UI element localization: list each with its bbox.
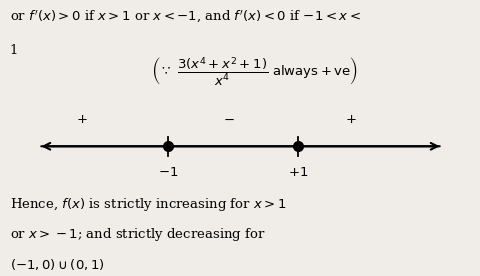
Text: $+$: $+$	[76, 113, 87, 126]
Text: or $x > -1$; and strictly decreasing for: or $x > -1$; and strictly decreasing for	[10, 226, 265, 243]
Text: or $f'(x) > 0$ if $x > 1$ or $x < -1$, and $f'(x) < 0$ if $-1 < x <$: or $f'(x) > 0$ if $x > 1$ or $x < -1$, a…	[10, 8, 360, 24]
Text: $+1$: $+1$	[288, 166, 308, 179]
Text: $(-1, 0)\cup(0, 1)$: $(-1, 0)\cup(0, 1)$	[10, 257, 104, 272]
Text: $+$: $+$	[345, 113, 356, 126]
Text: Hence, $f(x)$ is strictly increasing for $x > 1$: Hence, $f(x)$ is strictly increasing for…	[10, 196, 286, 213]
Text: $-1$: $-1$	[158, 166, 178, 179]
Text: $\left(\because\ \dfrac{3(x^4+x^2+1)}{x^4}\ \mathrm{always + ve}\right)$: $\left(\because\ \dfrac{3(x^4+x^2+1)}{x^…	[151, 55, 358, 88]
Text: 1: 1	[10, 44, 18, 57]
Text: $-$: $-$	[222, 113, 234, 126]
